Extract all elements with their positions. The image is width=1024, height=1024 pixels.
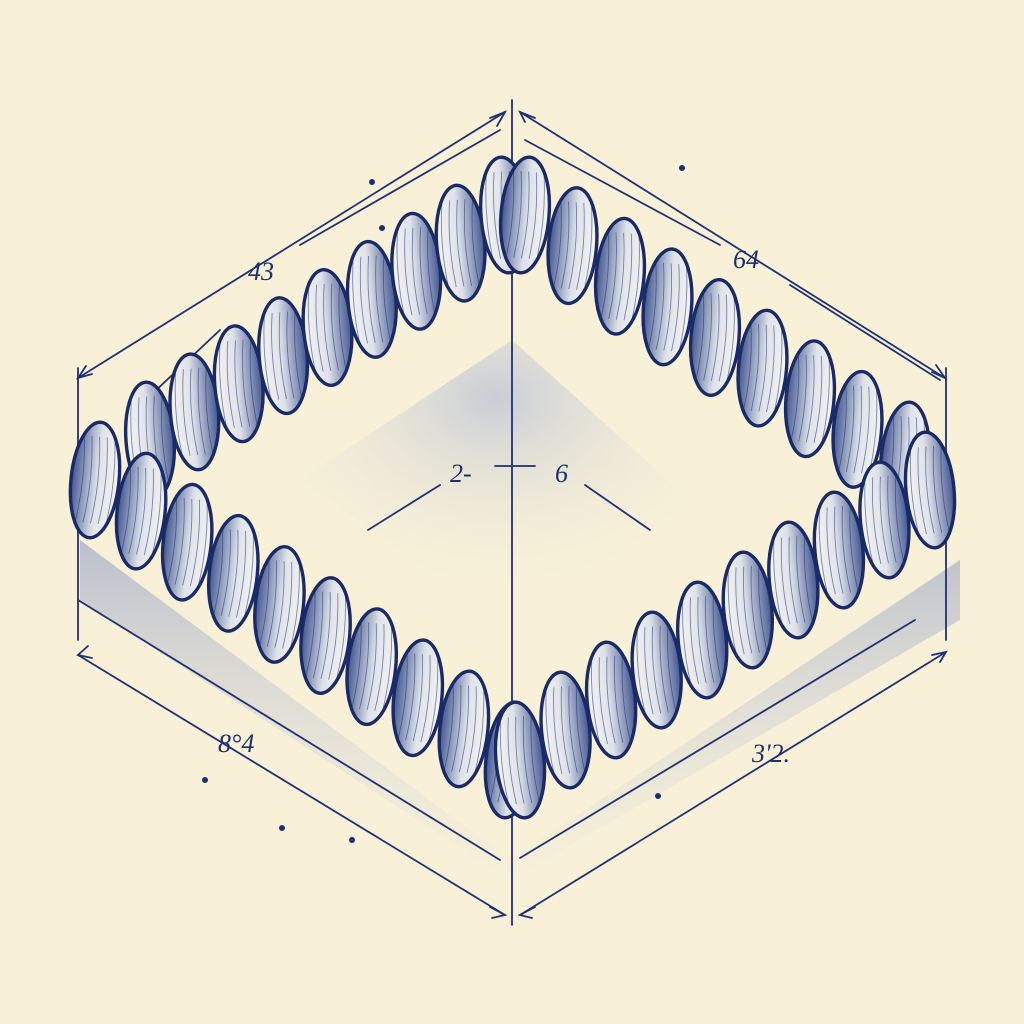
twisted-rope-square xyxy=(68,155,957,820)
rope-side-front-right xyxy=(493,430,957,820)
arrowhead-left-1 xyxy=(75,365,93,380)
arrowhead-bottom-2 xyxy=(489,906,508,919)
dim-line-top-right-1 xyxy=(519,111,946,379)
dimension-lines xyxy=(75,99,948,926)
rope-strand xyxy=(736,308,789,428)
rope-strand xyxy=(207,513,260,633)
arrowhead-right-1 xyxy=(931,364,948,381)
rope-strand xyxy=(593,216,647,336)
rope-strand xyxy=(498,155,552,275)
rope-strand xyxy=(903,430,957,550)
dim-line-bottom-right-1 xyxy=(519,651,947,916)
dim-label-bottom-right: 3'2. xyxy=(751,739,790,768)
ink-dot xyxy=(379,225,385,231)
ink-dot xyxy=(279,825,285,831)
rope-strand xyxy=(539,670,592,790)
rope-strand xyxy=(688,277,742,398)
rope-strand xyxy=(345,607,398,727)
dim-line-bottom-left-2 xyxy=(77,599,501,861)
rope-strand xyxy=(676,580,729,700)
arrowhead-top-2 xyxy=(518,110,536,123)
rope-strand xyxy=(253,545,306,664)
dim-line-top-left-3 xyxy=(299,129,501,246)
inner-shadow xyxy=(300,340,690,630)
arrowhead-top-1 xyxy=(489,110,508,127)
dim-line-top-right-3 xyxy=(789,284,941,381)
rope-strand xyxy=(546,186,599,306)
ink-dots xyxy=(202,165,685,843)
dim-label-top-left: 43 xyxy=(248,257,274,286)
rope-strand xyxy=(437,669,491,789)
rope-strand xyxy=(812,490,866,610)
rope-strand xyxy=(299,576,352,695)
dim-line-top-left-1 xyxy=(77,111,506,379)
rope-strand xyxy=(68,420,122,540)
ink-dot xyxy=(655,793,661,799)
dim-line-center-right xyxy=(584,484,651,531)
rope-strand xyxy=(783,339,837,459)
dim-label-top-right: 64 xyxy=(733,245,759,274)
rope-strand xyxy=(114,451,168,571)
dim-line-bottom-right-2 xyxy=(519,619,916,859)
arrowhead-bottom-1 xyxy=(76,645,93,659)
dim-line-bottom-left-1 xyxy=(77,654,506,916)
rope-strand xyxy=(212,324,265,444)
ink-dot xyxy=(202,777,208,783)
rope-strand xyxy=(493,700,547,820)
rope-strand xyxy=(641,247,694,367)
ink-dot xyxy=(349,837,355,843)
rope-strand xyxy=(391,638,445,758)
rope-strand xyxy=(767,520,820,640)
dim-label-bottom-left: 8°4 xyxy=(218,729,254,758)
rope-strand xyxy=(858,460,911,580)
arrowhead-bottom-3 xyxy=(517,906,536,919)
rope-strand xyxy=(584,640,638,760)
ink-dot xyxy=(679,165,685,171)
rope-strand xyxy=(160,482,214,602)
ink-dot xyxy=(369,179,375,185)
rope-strand xyxy=(831,369,884,489)
dim-label-center-right: 6 xyxy=(555,459,568,488)
rope-strand xyxy=(390,211,443,331)
dim-label-center-left: 2- xyxy=(450,459,472,488)
dim-line-top-right-2 xyxy=(524,139,721,246)
arrowhead-bottom-4 xyxy=(931,650,948,663)
rope-strand xyxy=(630,610,683,730)
rope-strand xyxy=(168,352,221,472)
dim-line-center-left xyxy=(367,484,441,531)
rope-strand xyxy=(721,550,774,670)
